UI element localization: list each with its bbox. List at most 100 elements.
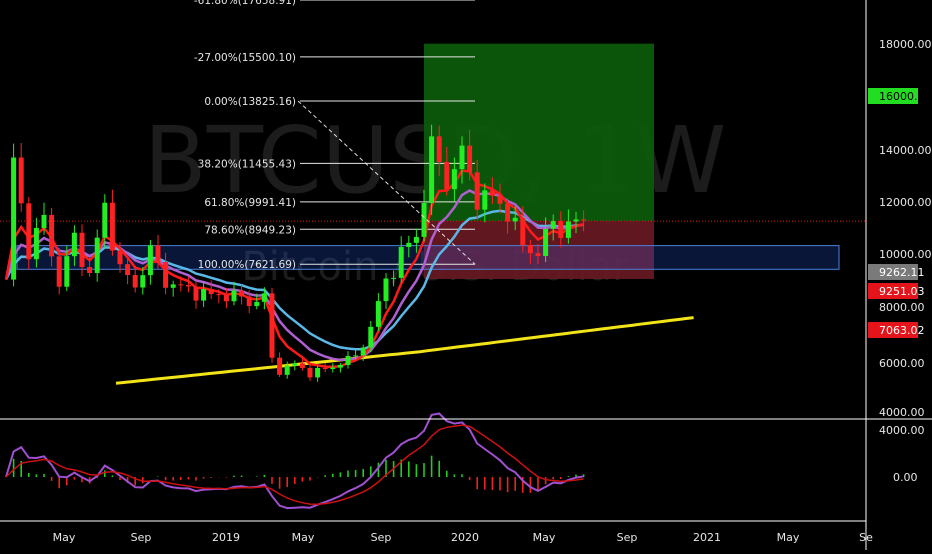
candle (71, 225, 77, 267)
price-badge-1 (868, 88, 918, 104)
candle (360, 344, 366, 361)
candle (535, 243, 541, 265)
candle (558, 211, 564, 248)
candle (573, 211, 579, 234)
time-tick-2: 2019 (212, 531, 240, 544)
candle (398, 236, 404, 283)
candle (26, 196, 32, 270)
candle (444, 146, 450, 196)
candle (565, 209, 571, 244)
candle (246, 290, 252, 314)
position-boxes[interactable] (424, 43, 654, 279)
ema-fast (4, 169, 584, 369)
candle (277, 352, 283, 377)
candle (125, 258, 131, 285)
candle (436, 125, 442, 177)
candle (56, 248, 62, 295)
candle (474, 159, 480, 220)
support-zone-rect[interactable] (16, 245, 840, 270)
time-tick-0: May (53, 531, 76, 544)
candle (429, 124, 435, 215)
candles (11, 124, 587, 382)
candle (451, 157, 457, 202)
candle (292, 360, 298, 371)
candle (337, 362, 343, 373)
trend-line[interactable] (297, 100, 476, 265)
fib-label-5: 78.60%(8949.23) (204, 224, 296, 236)
price-badge-8 (868, 322, 918, 338)
price-badge-6 (868, 283, 918, 299)
profit-zone[interactable] (424, 43, 654, 222)
fib-label-3: 38.20%(11455.43) (198, 158, 296, 170)
candle (33, 217, 39, 268)
candle (11, 143, 17, 287)
support-zone[interactable] (16, 245, 840, 270)
candle (284, 361, 290, 379)
candle (18, 142, 24, 212)
ema-mid (4, 189, 584, 362)
price-tick-8: 7063.02 (879, 324, 925, 337)
time-axis[interactable]: May Sep 2019 May Sep 2020 May Sep 2021 May Se (53, 531, 873, 544)
candle (201, 281, 207, 308)
candle (64, 245, 70, 292)
trend-line-seg[interactable] (297, 100, 476, 265)
candle (322, 363, 328, 373)
candle (87, 257, 93, 277)
price-axis[interactable]: 18000.00 16000.00 14000.00 12000.00 10000.00… (868, 38, 932, 484)
macd-indicator (5, 412, 585, 510)
time-tick-6: May (533, 531, 556, 544)
candle (254, 293, 260, 310)
fib-label-1: -27.00%(15500.10) (194, 52, 296, 64)
price-tick-2: 14000.00 (879, 144, 932, 157)
time-tick-1: Sep (131, 531, 152, 544)
fib-label-0: -61.80%(17658.91) (194, 0, 296, 7)
time-tick-3: May (292, 531, 315, 544)
candle (383, 273, 389, 310)
candle (307, 363, 313, 381)
price-tick-4: 10000.00 (879, 248, 932, 261)
time-tick-9: May (777, 531, 800, 544)
candle (413, 228, 419, 253)
time-tick-5: 2020 (451, 531, 479, 544)
moving-averages (4, 169, 694, 385)
time-tick-10: Se (859, 531, 873, 544)
price-badge-5 (868, 264, 918, 280)
candle (269, 287, 275, 363)
price-tick-9: 6000.00 (879, 357, 925, 370)
candle (109, 189, 115, 256)
candle (231, 281, 237, 306)
candle (368, 320, 374, 353)
candle (512, 206, 518, 231)
candle (330, 363, 336, 373)
candle (79, 224, 85, 276)
candle (482, 183, 488, 223)
candle (170, 280, 176, 297)
ema-slow (4, 209, 584, 351)
fibonacci-levels[interactable]: -61.80%(17658.91) -27.00%(15500.10) 0.00%(… (0, 0, 866, 271)
candle (208, 280, 214, 300)
candle (185, 276, 191, 293)
candle (581, 210, 587, 232)
candle (140, 267, 146, 295)
candle (239, 284, 245, 305)
candle (520, 206, 526, 253)
price-tick-1: 16000.00 (879, 90, 932, 103)
macd-line (5, 412, 584, 510)
candle (216, 289, 222, 304)
candle (391, 270, 397, 287)
fib-label-4: 61.80%(9991.41) (204, 197, 296, 209)
candle (527, 239, 533, 264)
price-tick-6: 9251.03 (879, 285, 925, 298)
candle (178, 276, 184, 292)
price-tick-10: 4000.00 (879, 406, 925, 419)
price-tick-5: 9262.11 (879, 266, 925, 279)
candle (467, 129, 473, 181)
candle (132, 265, 138, 293)
fib-label-2: 0.00%(13825.16) (204, 96, 296, 108)
candle (497, 183, 503, 214)
candle (102, 194, 108, 249)
candle (406, 235, 412, 258)
time-tick-4: Sep (371, 531, 392, 544)
